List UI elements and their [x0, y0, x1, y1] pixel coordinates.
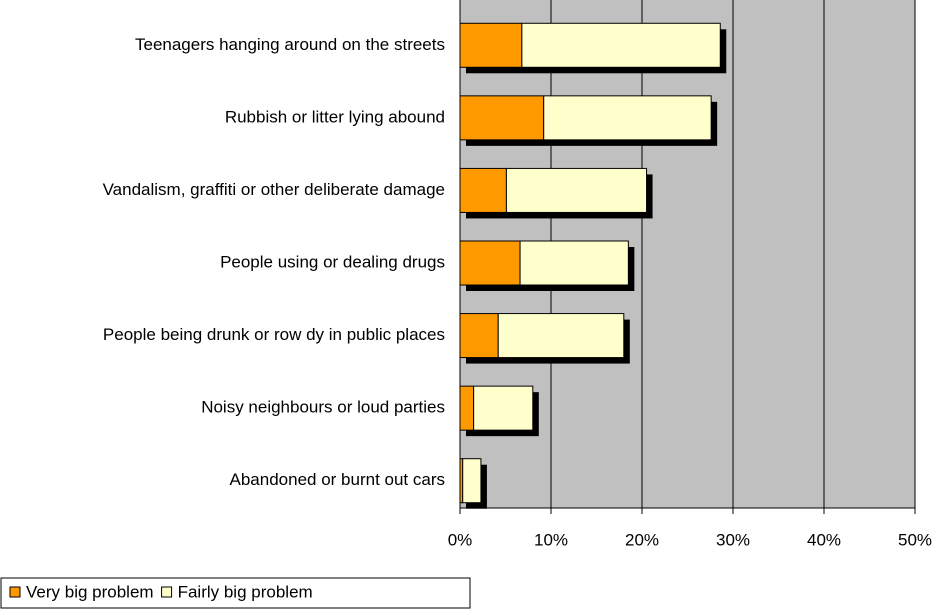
y-tick-label: Vandalism, graffiti or other deliberate …	[103, 180, 445, 199]
y-tick-label: Abandoned or burnt out cars	[230, 470, 445, 489]
bar	[459, 22, 523, 68]
bar	[519, 240, 629, 286]
y-tick-label: People being drunk or row dy in public p…	[103, 325, 445, 344]
bar	[543, 95, 712, 141]
bar	[505, 167, 648, 213]
y-tick-label: Rubbish or litter lying abound	[225, 107, 445, 126]
x-tick-label: 10%	[534, 530, 568, 549]
x-tick-label: 50%	[898, 530, 932, 549]
bar	[459, 167, 507, 213]
y-tick-label: Noisy neighbours or loud parties	[201, 398, 445, 417]
bar	[459, 240, 521, 286]
x-tick-label: 30%	[716, 530, 750, 549]
bar	[459, 313, 499, 359]
bar	[462, 458, 482, 504]
bar	[473, 385, 534, 431]
bar	[497, 313, 625, 359]
bar	[521, 22, 721, 68]
y-tick-label: Teenagers hanging around on the streets	[135, 35, 445, 54]
legend-swatch	[9, 586, 21, 598]
legend-label: Fairly big problem	[178, 582, 313, 601]
y-tick-label: People using or dealing drugs	[220, 252, 445, 271]
legend-swatch	[161, 586, 173, 598]
legend-label: Very big problem	[26, 582, 154, 601]
x-tick-label: 40%	[807, 530, 841, 549]
bar	[459, 385, 475, 431]
x-tick-label: 20%	[625, 530, 659, 549]
legend-box	[0, 577, 471, 609]
bar	[459, 95, 545, 141]
x-tick-label: 0%	[448, 530, 473, 549]
